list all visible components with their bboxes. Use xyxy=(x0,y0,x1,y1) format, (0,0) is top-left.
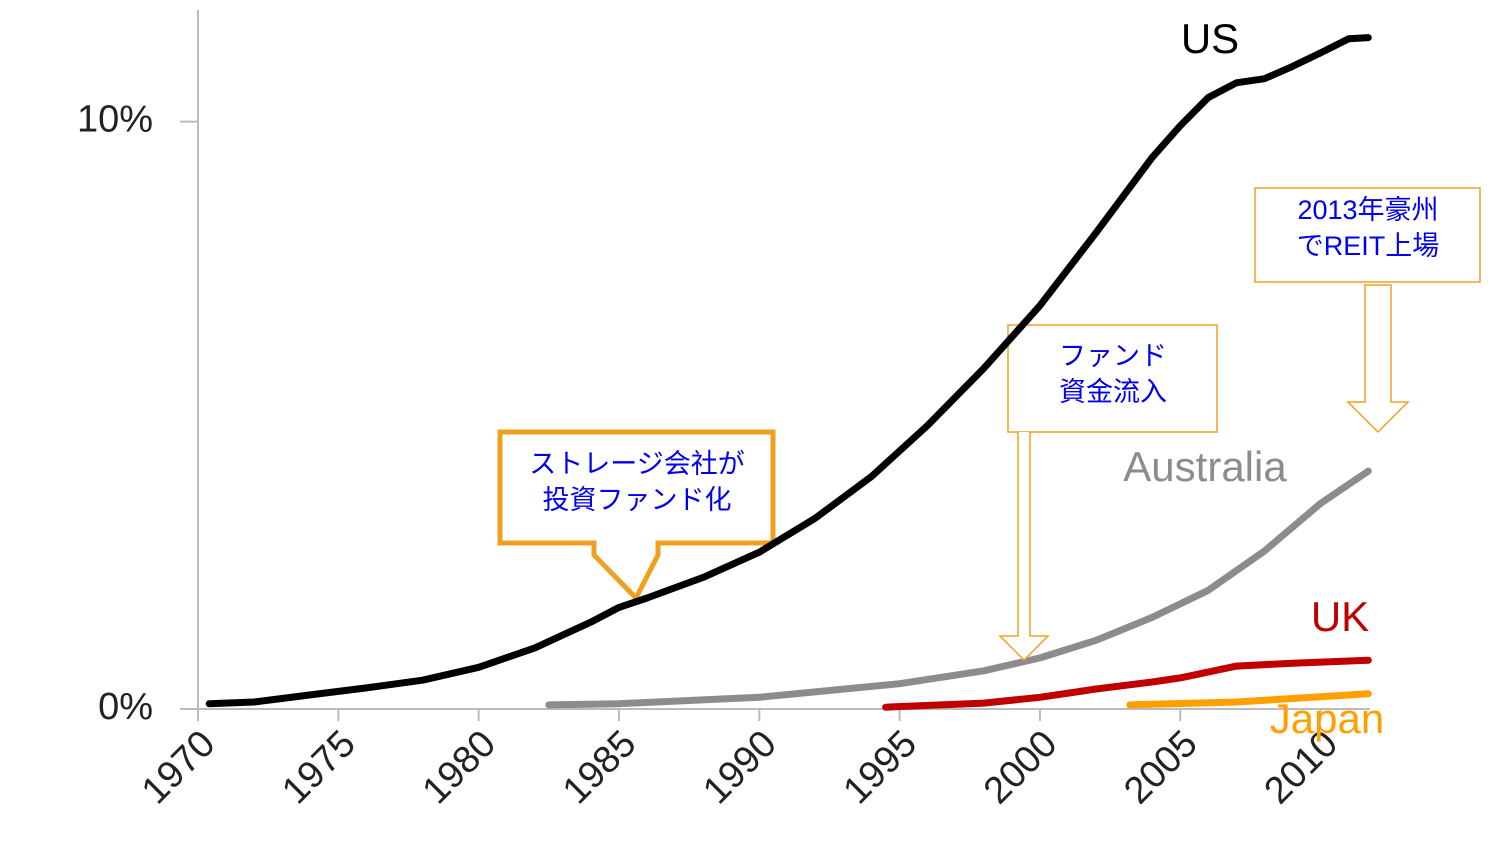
series-line xyxy=(1126,690,1372,709)
annotation-text: 資金流入 xyxy=(1059,377,1167,407)
annotation-box xyxy=(1254,187,1481,283)
series-line xyxy=(882,656,1372,711)
annotation-text: ストレージ会社が xyxy=(529,449,744,479)
x-tick-label: 1990 xyxy=(695,723,784,812)
annotation-text: 投資ファンド化 xyxy=(543,485,732,515)
y-tick-label: 10% xyxy=(77,99,153,141)
annotation-text: でREIT上場 xyxy=(1297,231,1440,261)
x-tick-label: 1970 xyxy=(134,723,223,812)
x-tick-label: 2000 xyxy=(976,723,1065,812)
series-label: UK xyxy=(1311,593,1369,640)
x-tick-label: 1985 xyxy=(555,723,644,812)
y-tick-label: 0% xyxy=(98,686,153,728)
series-label: US xyxy=(1181,15,1239,62)
x-tick-label: 1975 xyxy=(274,723,363,812)
series-line xyxy=(545,467,1372,709)
annotation-text: 2013年豪州 xyxy=(1297,195,1438,225)
x-tick-label: 2005 xyxy=(1116,723,1205,812)
series-line xyxy=(205,34,1372,708)
annotation-box xyxy=(1007,324,1218,433)
callout-box xyxy=(497,429,776,603)
x-tick-label: 1980 xyxy=(415,723,504,812)
annotation-text: ファンド xyxy=(1059,341,1167,371)
annotation-shapes xyxy=(497,187,1481,603)
x-tick-label: 1995 xyxy=(836,723,925,812)
series-label: Australia xyxy=(1123,443,1287,490)
annotation-arrow xyxy=(998,432,1050,662)
series-label: Japan xyxy=(1270,695,1384,742)
annotation-arrow xyxy=(1346,284,1410,434)
